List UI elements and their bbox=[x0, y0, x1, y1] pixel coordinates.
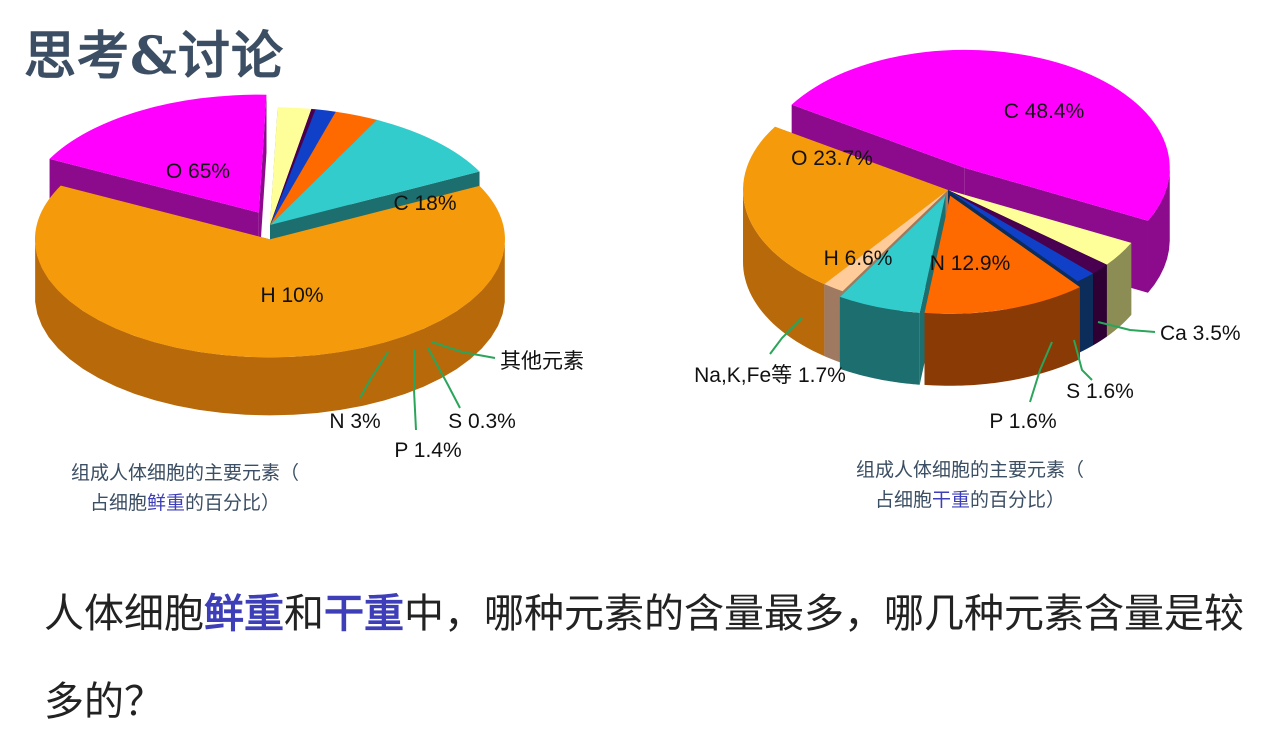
dry-c-rim bbox=[1147, 168, 1170, 293]
fresh-other-label: 其他元素 bbox=[500, 350, 584, 373]
question-highlight-fresh: 鲜重 bbox=[204, 590, 284, 637]
caption-fresh-text-b: 的百分比） bbox=[185, 492, 281, 514]
fresh-p-label: P 1.4% bbox=[394, 439, 461, 462]
dry-na-k-fe-label: Na,K,Fe等 1.7% bbox=[694, 364, 846, 387]
dry-ca-label: Ca 3.5% bbox=[1160, 322, 1241, 345]
fresh-o-rim bbox=[35, 243, 505, 416]
caption-fresh-weight: 组成人体细胞的主要元素（ 占细胞鲜重的百分比） bbox=[20, 458, 350, 518]
caption-dry-weight: 组成人体细胞的主要元素（ 占细胞干重的百分比） bbox=[805, 455, 1135, 515]
dry-h-slice bbox=[839, 195, 946, 313]
dry-o-rim bbox=[743, 189, 825, 357]
fresh-c-wall-1 bbox=[258, 94, 267, 271]
pie-charts: O 65% C 18% H 10% 其他元素 N 3% S 0.3% P 1.4% C 48… bbox=[34, 49, 1241, 462]
fresh-p-leader-line bbox=[413, 350, 417, 431]
fresh-other-slice bbox=[270, 107, 312, 225]
dry-p-label: P 1.6% bbox=[989, 410, 1056, 433]
dry-na-k-fe-leader-line bbox=[769, 317, 803, 355]
fresh-h-label: H 10% bbox=[260, 284, 323, 307]
question-highlight-dry: 干重 bbox=[324, 590, 404, 637]
fresh-c-slice bbox=[49, 94, 267, 213]
fresh-o-slice bbox=[34, 185, 505, 358]
dry-ca-leader-line bbox=[1097, 321, 1156, 333]
dry-na-k-fe-slice bbox=[824, 190, 948, 292]
caption-fresh-line2: 占细胞鲜重的百分比） bbox=[20, 488, 350, 518]
dry-c-label: C 48.4% bbox=[1004, 100, 1085, 123]
fresh-c-label: C 18% bbox=[393, 192, 456, 215]
dry-na-k-fe-rim bbox=[824, 284, 843, 364]
fresh-s-slice bbox=[270, 108, 316, 225]
fresh-other-leader-line bbox=[431, 341, 496, 359]
caption-dry-line1: 组成人体细胞的主要元素（ bbox=[855, 459, 1084, 481]
caption-fresh-text-a: 占细胞 bbox=[89, 492, 147, 514]
question-text: 人体细胞鲜重和干重中，哪种元素的含量最多，哪几种元素含量是较多的？ bbox=[44, 570, 1244, 746]
question-part-1: 人体细胞 bbox=[44, 591, 204, 637]
dry-n-slice bbox=[924, 195, 1080, 314]
fresh-o-label: O 65% bbox=[166, 160, 230, 183]
pie-chart-fresh-weight: O 65% C 18% H 10% 其他元素 N 3% S 0.3% P 1.4% bbox=[34, 94, 584, 462]
dry-p-leader-line bbox=[1029, 341, 1053, 403]
fresh-n-slice bbox=[270, 111, 377, 225]
fresh-s-leader-line bbox=[427, 347, 461, 409]
fresh-n-leader-line bbox=[359, 351, 389, 399]
caption-fresh-highlight: 鲜重 bbox=[146, 492, 185, 514]
dry-s-rim bbox=[1092, 264, 1107, 346]
fresh-n-label: N 3% bbox=[329, 410, 380, 433]
dry-s-slice bbox=[948, 190, 1107, 274]
dry-n-rim bbox=[924, 287, 1080, 386]
caption-dry-text-b: 的百分比） bbox=[970, 489, 1066, 511]
dry-h-rim bbox=[839, 296, 920, 385]
fresh-h-slice bbox=[270, 119, 480, 225]
dry-p-rim bbox=[1077, 273, 1093, 354]
page-title: 思考&讨论 bbox=[24, 26, 284, 87]
question-part-3: 中，哪种元素的含量最多，哪几种元素含量是较多的？ bbox=[44, 591, 1244, 725]
caption-dry-line2: 占细胞干重的百分比） bbox=[805, 485, 1135, 515]
caption-dry-highlight: 干重 bbox=[931, 489, 970, 511]
fresh-s-label: S 0.3% bbox=[448, 410, 516, 433]
question-part-2: 和 bbox=[284, 591, 324, 637]
dry-o-slice bbox=[743, 126, 948, 285]
dry-s-label: S 1.6% bbox=[1066, 380, 1134, 403]
dry-n-label: N 12.9% bbox=[930, 252, 1011, 275]
dry-h-label: H 6.6% bbox=[824, 247, 893, 270]
caption-fresh-line1: 组成人体细胞的主要元素（ bbox=[70, 462, 299, 484]
caption-dry-text-a: 占细胞 bbox=[874, 489, 932, 511]
dry-ca-rim bbox=[1106, 242, 1132, 337]
dry-p-slice bbox=[948, 190, 1093, 282]
dry-ca-slice bbox=[948, 190, 1132, 265]
dry-s-leader-line bbox=[1073, 339, 1093, 381]
dry-c-slice bbox=[791, 49, 1170, 221]
fresh-p-slice bbox=[270, 109, 336, 225]
pie-chart-dry-weight: C 48.4% O 23.7% H 6.6% N 12.9% Ca 3.5% S 1.6%… bbox=[694, 49, 1241, 433]
dry-o-label: O 23.7% bbox=[791, 147, 873, 170]
